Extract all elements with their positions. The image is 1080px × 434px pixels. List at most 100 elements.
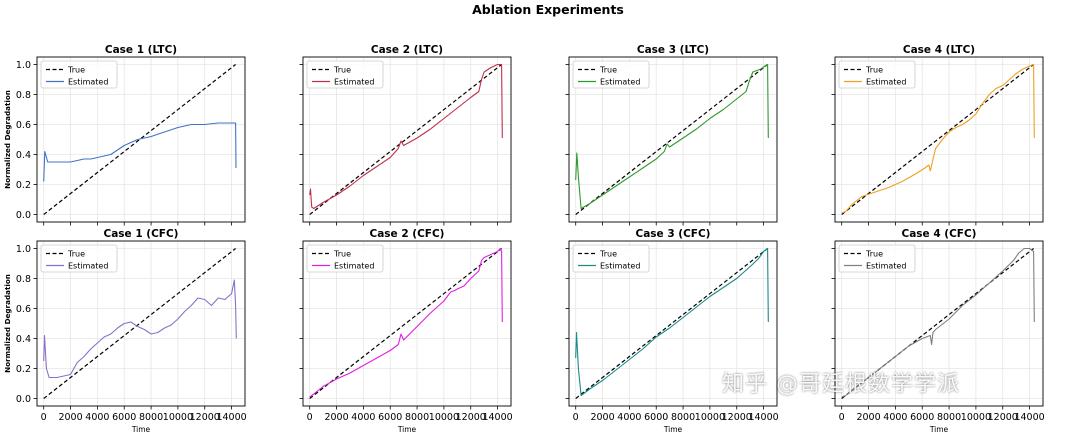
- plot-frame: [568, 56, 778, 223]
- x-tick-label: 12000: [190, 412, 220, 423]
- legend-label: Estimated: [600, 262, 640, 271]
- x-tick-label: 6000: [378, 412, 402, 423]
- x-tick-label: 0: [573, 412, 579, 423]
- x-tick-label: 4000: [883, 412, 907, 423]
- x-axis-label: Time: [929, 425, 949, 434]
- legend-label: True: [333, 66, 351, 75]
- series-line-true: [575, 248, 768, 399]
- legend-label: Estimated: [334, 78, 374, 87]
- series-line-true: [841, 64, 1034, 215]
- x-tick-label: 8000: [405, 412, 429, 423]
- plot-frame: [568, 240, 778, 407]
- x-tick-label: 12000: [456, 412, 486, 423]
- x-tick-label: 8000: [671, 412, 695, 423]
- x-tick-label: 10000: [695, 412, 725, 423]
- x-tick-label: 8000: [139, 412, 163, 423]
- panel-3: Case 3 (LTC) True Estimated: [565, 44, 778, 226]
- y-tick-label: 0.4: [16, 334, 31, 345]
- panel-grid: Case 1 (LTC) 0.0 0.2 0.4 0.6 0.8 1.0 Normalized…: [3, 44, 1045, 434]
- legend-label: True: [67, 66, 85, 75]
- y-axis-label: Normalized Degradation: [3, 90, 12, 189]
- legend-label: Estimated: [334, 262, 374, 271]
- plot-frame: [834, 240, 1044, 407]
- y-tick-label: 0.2: [16, 364, 31, 375]
- x-tick-label: 4000: [617, 412, 641, 423]
- plot-frame: [834, 56, 1044, 223]
- x-tick-label: 2000: [58, 412, 82, 423]
- series-line-true: [43, 64, 236, 215]
- y-tick-label: 1.0: [16, 60, 31, 71]
- legend-label: Estimated: [68, 262, 108, 271]
- y-tick-label: 0.0: [16, 210, 31, 221]
- panel-4: Case 4 (LTC) True Estimated: [831, 44, 1044, 226]
- y-tick-label: 0.6: [16, 120, 31, 131]
- x-tick-label: 2000: [324, 412, 348, 423]
- panel-title: Case 2 (LTC): [371, 44, 443, 56]
- series-line-estimated: [575, 247, 769, 397]
- x-tick-label: 14000: [748, 412, 778, 423]
- panel-6: Case 2 (CFC) 0 2000 4000 6000 8000 10000120001…: [299, 228, 513, 434]
- x-tick-label: 0: [41, 412, 47, 423]
- legend-label: Estimated: [866, 262, 906, 271]
- series-line-true: [43, 248, 236, 399]
- figure-title: Ablation Experiments: [472, 2, 624, 17]
- y-tick-label: 0.8: [16, 274, 31, 285]
- panel-1: Case 1 (LTC) 0.0 0.2 0.4 0.6 0.8 1.0 Normalized…: [3, 44, 246, 226]
- legend-label: Estimated: [866, 78, 906, 87]
- series-line-estimated: [43, 279, 237, 379]
- x-tick-label: 0: [307, 412, 313, 423]
- panel-title: Case 4 (LTC): [903, 44, 975, 56]
- x-tick-label: 12000: [988, 412, 1018, 423]
- watermark: 知乎 @哥廷根数学学派: [722, 372, 960, 397]
- x-tick-label: 10000: [163, 412, 193, 423]
- y-tick-label: 0.0: [16, 394, 31, 405]
- x-tick-label: 6000: [910, 412, 934, 423]
- panel-title: Case 1 (CFC): [104, 228, 179, 240]
- x-tick-label: 14000: [1014, 412, 1044, 423]
- legend-label: True: [333, 250, 351, 259]
- panel-title: Case 2 (CFC): [370, 228, 445, 240]
- legend-label: Estimated: [68, 78, 108, 87]
- y-tick-label: 0.2: [16, 180, 31, 191]
- panel-2: Case 2 (LTC) True Estimated: [299, 44, 512, 226]
- x-axis-label: Time: [397, 425, 417, 434]
- series-line-estimated: [575, 63, 769, 210]
- series-line-estimated: [309, 247, 503, 398]
- x-axis-label: Time: [131, 425, 151, 434]
- plot-frame: [36, 56, 246, 223]
- x-tick-label: 2000: [856, 412, 880, 423]
- plot-frame: [36, 240, 246, 407]
- y-axis-label: Normalized Degradation: [3, 274, 12, 373]
- legend-label: Estimated: [600, 78, 640, 87]
- x-tick-label: 4000: [351, 412, 375, 423]
- panel-title: Case 1 (LTC): [105, 44, 177, 56]
- series-line-estimated: [841, 63, 1035, 214]
- plot-frame: [302, 240, 512, 407]
- x-tick-label: 2000: [590, 412, 614, 423]
- y-tick-label: 1.0: [16, 244, 31, 255]
- x-tick-label: 6000: [644, 412, 668, 423]
- y-tick-label: 0.4: [16, 150, 31, 161]
- series-line-true: [309, 248, 502, 399]
- panel-title: Case 3 (CFC): [636, 228, 711, 240]
- y-tick-label: 0.8: [16, 90, 31, 101]
- series-line-estimated: [841, 247, 1035, 398]
- plot-frame: [302, 56, 512, 223]
- panel-title: Case 4 (CFC): [902, 228, 977, 240]
- x-tick-label: 0: [839, 412, 845, 423]
- panel-title: Case 3 (LTC): [637, 44, 709, 56]
- legend-label: True: [599, 66, 617, 75]
- panel-8: Case 4 (CFC) 0 2000 4000 6000 8000 10000120001…: [831, 228, 1045, 434]
- y-tick-label: 0.6: [16, 304, 31, 315]
- panel-5: Case 1 (CFC) 0.0 0.2 0.4 0.6 0.8 1.0 0 2000 4000 6…: [3, 228, 247, 434]
- panel-7: Case 3 (CFC) 0 2000 4000 6000 8000 10000120001…: [565, 228, 779, 434]
- legend-label: True: [67, 250, 85, 259]
- x-tick-label: 12000: [722, 412, 752, 423]
- x-tick-label: 14000: [216, 412, 246, 423]
- series-line-estimated: [309, 63, 503, 210]
- x-tick-label: 4000: [85, 412, 109, 423]
- legend-label: True: [865, 250, 883, 259]
- series-line-true: [309, 64, 502, 215]
- x-tick-label: 8000: [937, 412, 961, 423]
